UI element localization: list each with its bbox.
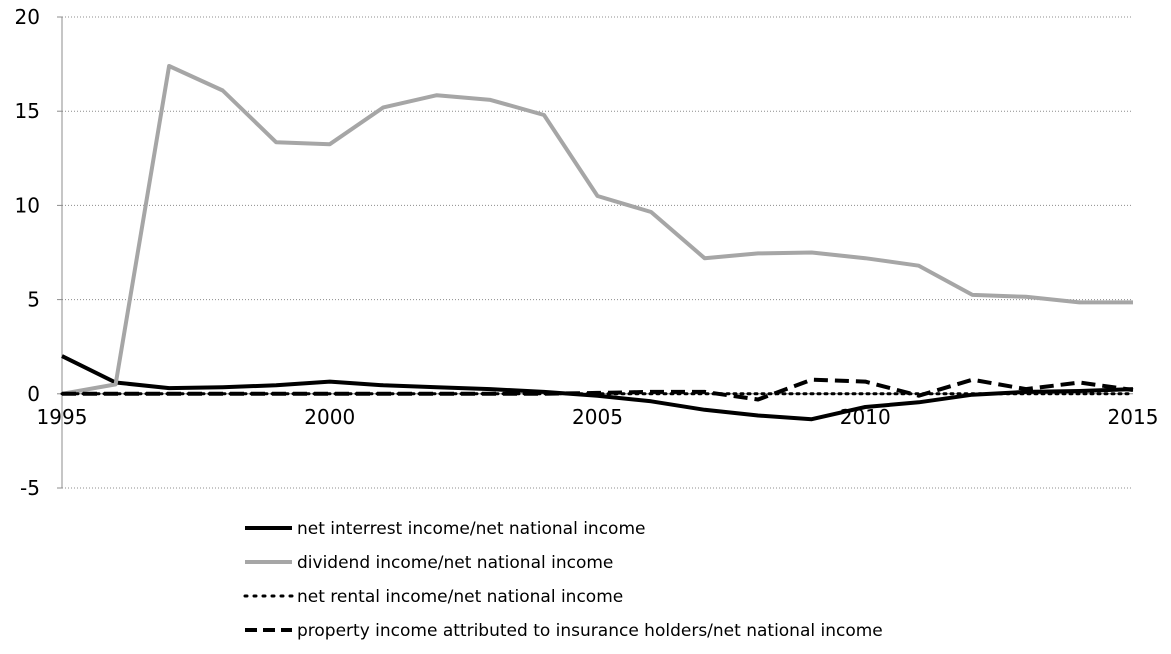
- y-tick-label: 0: [27, 382, 40, 406]
- y-tick-label: 5: [27, 288, 40, 312]
- series-line-2: [61, 64, 1133, 396]
- legend-item: net interrest income/net national income: [245, 519, 645, 539]
- legend-label: property income attributed to insurance …: [297, 621, 883, 641]
- x-tick-label: 2000: [304, 405, 355, 429]
- x-tick-label: 2010: [840, 405, 891, 429]
- x-tick-label: 1995: [37, 405, 88, 429]
- legend-label: net interrest income/net national income: [297, 519, 645, 539]
- y-tick-label: -5: [20, 476, 40, 500]
- x-tick-label: 2005: [572, 405, 623, 429]
- legend-label: net rental income/net national income: [297, 587, 623, 607]
- series-lines: [60, 64, 1135, 422]
- legend-item: property income attributed to insurance …: [245, 621, 883, 641]
- legend: net interrest income/net national income…: [243, 519, 883, 641]
- legend-item: net rental income/net national income: [243, 587, 623, 607]
- series-line-1: [61, 354, 1134, 422]
- y-tick-label: 20: [15, 5, 40, 29]
- legend-label: dividend income/net national income: [297, 553, 613, 573]
- y-tick-label: 15: [15, 99, 40, 123]
- y-tick-label: 10: [15, 193, 40, 217]
- x-tick-label: 2015: [1108, 405, 1159, 429]
- x-tick-labels: 1995 2000 2005 2010 2015: [37, 405, 1159, 429]
- series-line-4: [62, 377, 1134, 402]
- y-tick-labels: 20 15 10 5 0 -5: [15, 5, 40, 500]
- legend-item: dividend income/net national income: [245, 553, 613, 573]
